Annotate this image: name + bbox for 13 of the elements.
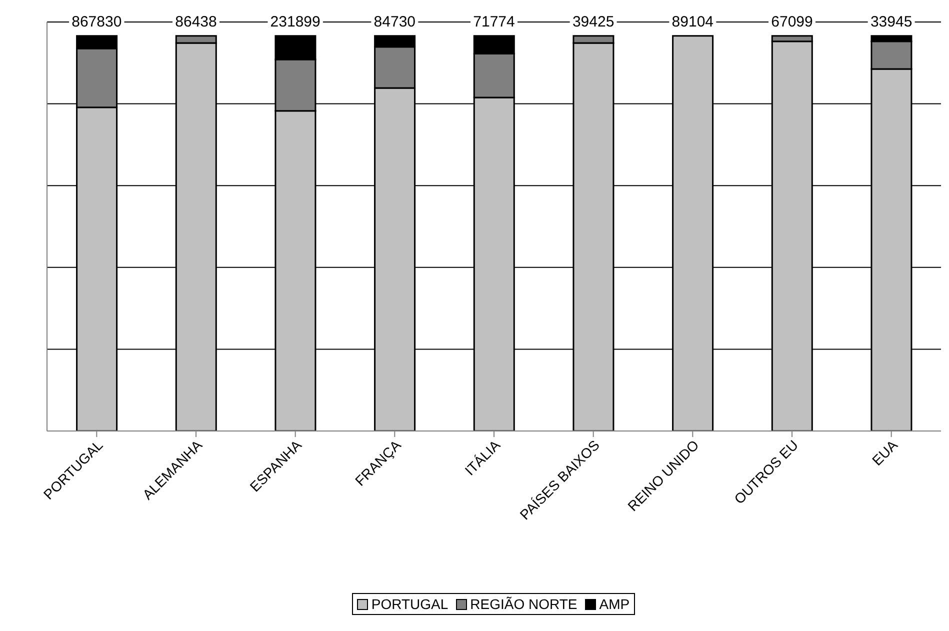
legend-label: AMP bbox=[598, 596, 630, 612]
text: 33945 bbox=[870, 14, 912, 30]
text: 86438 bbox=[175, 14, 217, 30]
legend-label: PORTUGAL bbox=[370, 596, 448, 612]
text: 71774 bbox=[473, 14, 515, 30]
text: 867830 bbox=[72, 14, 122, 30]
x-tick-label: EUA bbox=[868, 436, 901, 469]
text: 67099 bbox=[771, 14, 813, 30]
text: 39425 bbox=[572, 14, 614, 30]
legend-label: REGIÃO NORTE bbox=[469, 596, 578, 612]
text: 89104 bbox=[672, 14, 714, 30]
text: 84730 bbox=[374, 14, 416, 30]
text: 231899 bbox=[270, 14, 320, 30]
